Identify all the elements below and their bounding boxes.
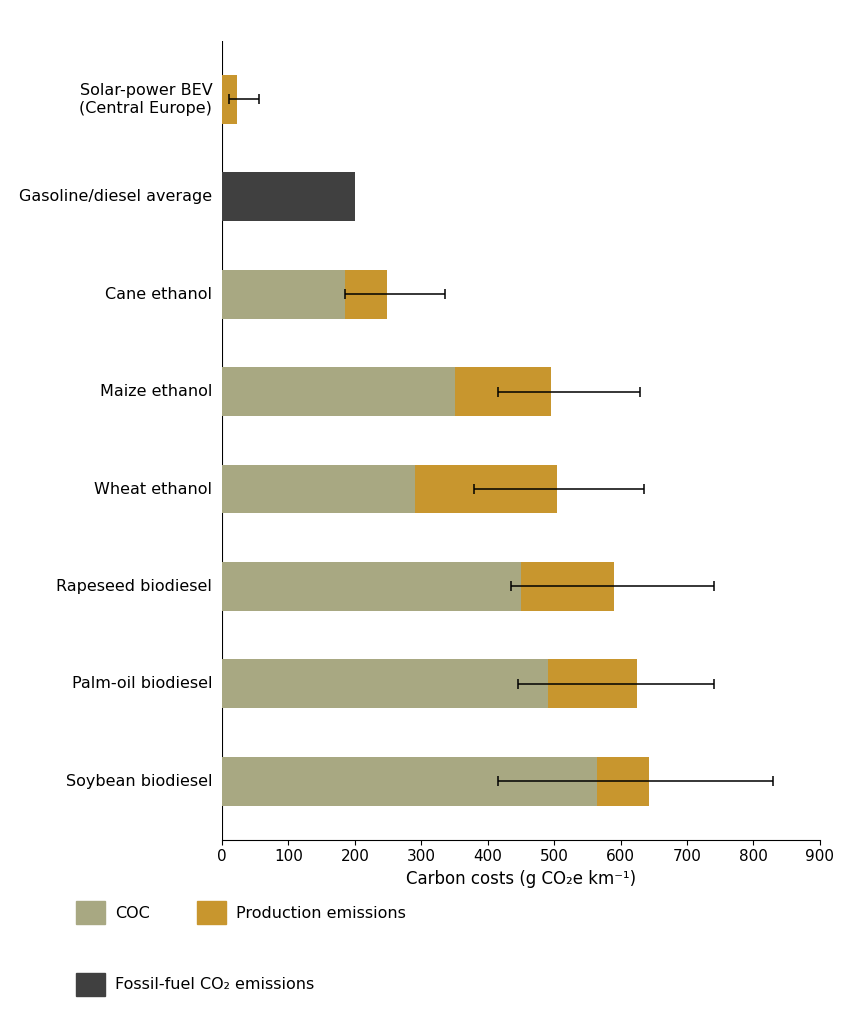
- Bar: [596, 757, 648, 806]
- Bar: [222, 659, 547, 709]
- Bar: [520, 562, 613, 610]
- Bar: [222, 465, 415, 513]
- Legend: Fossil-fuel CO₂ emissions: Fossil-fuel CO₂ emissions: [76, 973, 314, 995]
- Bar: [345, 270, 386, 318]
- X-axis label: Carbon costs (g CO₂e km⁻¹): Carbon costs (g CO₂e km⁻¹): [405, 870, 635, 888]
- Bar: [222, 172, 355, 221]
- Bar: [222, 368, 454, 416]
- Bar: [222, 270, 345, 318]
- Bar: [222, 757, 596, 806]
- Bar: [547, 659, 636, 709]
- Bar: [222, 562, 520, 610]
- Bar: [415, 465, 557, 513]
- Bar: [222, 75, 236, 124]
- Legend: COC, Production emissions: COC, Production emissions: [76, 901, 405, 924]
- Bar: [454, 368, 550, 416]
